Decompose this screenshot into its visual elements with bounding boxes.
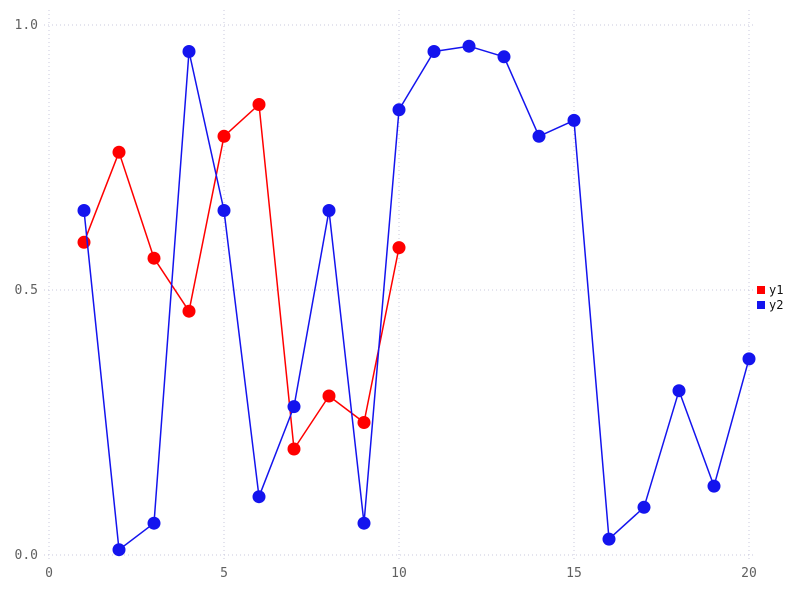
legend-label-y2: y2 bbox=[769, 298, 783, 312]
data-point-y2 bbox=[532, 129, 546, 143]
data-point-y2 bbox=[392, 103, 406, 117]
data-point-y2 bbox=[567, 113, 581, 127]
data-point-y1 bbox=[322, 389, 336, 403]
data-point-y1 bbox=[77, 235, 91, 249]
data-point-y2 bbox=[427, 45, 441, 58]
data-point-y1 bbox=[182, 304, 196, 318]
data-point-y2 bbox=[707, 479, 721, 493]
data-point-y1 bbox=[147, 251, 161, 265]
y-tick-label: 1.0 bbox=[15, 18, 38, 33]
data-point-y2 bbox=[497, 50, 511, 64]
data-point-y2 bbox=[112, 543, 126, 557]
data-point-y2 bbox=[672, 384, 686, 398]
x-tick-label: 10 bbox=[391, 566, 407, 581]
data-point-y1 bbox=[112, 145, 126, 159]
legend-swatch-y2 bbox=[757, 301, 765, 309]
data-point-y1 bbox=[357, 416, 371, 429]
series-line-y1 bbox=[83, 103, 400, 450]
data-point-y2 bbox=[252, 490, 266, 504]
data-point-y2 bbox=[742, 352, 756, 366]
data-point-y2 bbox=[182, 45, 196, 58]
data-point-y2 bbox=[602, 532, 616, 546]
data-point-y2 bbox=[77, 204, 91, 217]
data-point-y2 bbox=[147, 516, 161, 530]
data-point-y1 bbox=[287, 442, 301, 456]
data-point-y2 bbox=[462, 39, 476, 53]
legend-label-y1: y1 bbox=[769, 283, 783, 297]
y-tick-label: 0.5 bbox=[15, 283, 38, 298]
data-point-y2 bbox=[217, 204, 231, 217]
data-point-y2 bbox=[357, 516, 371, 530]
x-tick-label: 5 bbox=[220, 566, 228, 581]
data-point-y2 bbox=[322, 204, 336, 217]
data-point-y1 bbox=[392, 241, 406, 255]
data-point-y1 bbox=[217, 129, 231, 143]
x-tick-label: 0 bbox=[45, 566, 53, 581]
x-tick-label: 15 bbox=[566, 566, 582, 581]
y-tick-label: 0.0 bbox=[15, 548, 38, 563]
series-line-y2 bbox=[83, 45, 750, 551]
data-point-y2 bbox=[637, 500, 651, 514]
x-tick-label: 20 bbox=[741, 566, 757, 581]
data-point-y2 bbox=[287, 400, 301, 414]
data-point-y1 bbox=[252, 98, 266, 111]
legend-swatch-y1 bbox=[757, 286, 765, 294]
